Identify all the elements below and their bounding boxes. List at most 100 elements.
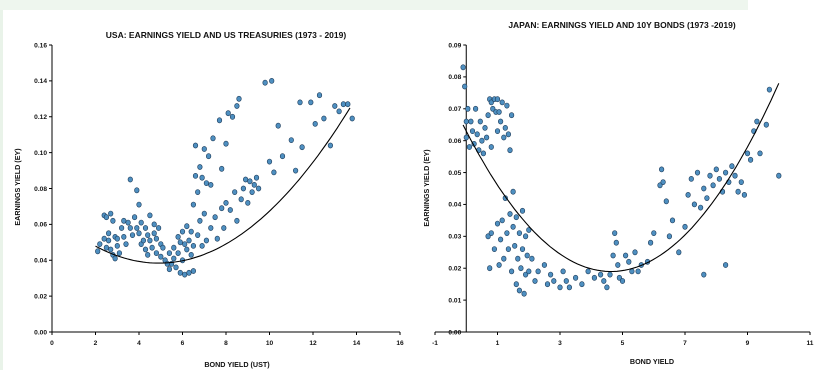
usa-data-point: [118, 225, 125, 231]
japan-data-point: [776, 172, 782, 179]
usa-data-point: [175, 233, 181, 240]
japan-data-point: [477, 118, 483, 125]
japan-data-point: [622, 252, 629, 259]
japan-data-point: [551, 278, 557, 284]
usa-data-point: [132, 214, 138, 221]
japan-data-point: [499, 99, 505, 106]
usa-data-point: [184, 246, 190, 253]
japan-data-point: [747, 156, 754, 163]
japan-data-point: [613, 239, 619, 246]
japan-data-point: [494, 128, 501, 134]
usa-data-point: [336, 108, 342, 115]
usa-data-point: [199, 242, 205, 249]
usa-data-point: [188, 251, 194, 258]
usa-y-tick-label: 0.02: [34, 293, 47, 300]
japan-data-point: [494, 96, 501, 103]
usa-data-point: [195, 189, 201, 195]
left-rule: [0, 10, 3, 370]
usa-data-point: [110, 217, 116, 224]
usa-data-point: [179, 228, 186, 235]
usa-data-point: [199, 174, 205, 181]
usa-y-tick-label: 0.16: [34, 42, 47, 49]
usa-data-point: [125, 219, 131, 226]
usa-data-point: [266, 158, 273, 165]
japan-data-point: [557, 284, 563, 291]
japan-x-tick-label: 9: [746, 340, 750, 347]
usa-y-tick-label: 0.00: [34, 329, 47, 336]
japan-data-point: [463, 118, 469, 125]
usa-data-point: [208, 225, 214, 231]
usa-data-point: [108, 246, 114, 253]
usa-data-point: [223, 140, 229, 147]
japan-x-axis-label: BOND YIELD: [630, 357, 674, 366]
japan-data-point: [651, 230, 657, 236]
japan-data-point: [685, 191, 691, 198]
usa-data-point: [203, 180, 209, 186]
japan-data-point: [722, 169, 729, 176]
usa-data-point: [140, 237, 146, 244]
japan-data-point: [766, 86, 773, 93]
japan-x-tick-label: 5: [621, 340, 625, 347]
usa-data-point: [203, 237, 209, 244]
usa-data-point: [186, 269, 192, 276]
japan-data-point: [504, 230, 510, 236]
usa-data-point: [184, 223, 190, 230]
japan-data-point: [701, 185, 707, 192]
usa-data-point: [95, 248, 101, 255]
usa-data-point: [275, 122, 281, 129]
japan-data-point: [713, 166, 719, 173]
japan-data-point: [658, 166, 665, 173]
usa-data-point: [219, 165, 225, 172]
japan-data-point: [563, 278, 569, 284]
usa-data-point: [166, 250, 172, 256]
japan-data-point: [501, 134, 507, 141]
japan-data-point: [572, 274, 579, 281]
usa-data-point: [297, 99, 303, 106]
japan-data-point: [526, 227, 532, 233]
japan-data-point: [697, 204, 704, 211]
usa-data-point: [136, 201, 142, 208]
usa-data-point: [208, 181, 214, 188]
usa-data-point: [136, 230, 142, 237]
usa-data-point: [112, 255, 118, 262]
japan-y-tick-label: 0.08: [448, 74, 461, 81]
usa-data-point: [192, 172, 199, 179]
usa-plot-area: 0.00 0.02 0.04 0.06 0.08 0.10 0.12 0.14 0.16 0 2 4 6…: [34, 42, 404, 347]
japan-data-point: [522, 233, 529, 240]
usa-data-point: [101, 235, 107, 242]
usa-y-tick-label: 0.14: [34, 78, 47, 85]
usa-data-point: [212, 214, 218, 221]
japan-data-point: [619, 278, 626, 284]
japan-data-point: [505, 131, 512, 138]
japan-y-tick-label: 0.02: [448, 266, 461, 273]
usa-x-tick-label: 16: [396, 340, 404, 347]
japan-data-point: [604, 284, 610, 291]
usa-data-point: [221, 225, 227, 231]
japan-data-point: [515, 255, 521, 262]
top-band: [0, 0, 748, 10]
usa-x-tick-label: 0: [50, 340, 54, 347]
japan-data-point: [463, 134, 469, 141]
japan-y-tick-label: 0.04: [448, 202, 461, 209]
usa-data-point: [214, 235, 220, 242]
japan-chart: JAPAN: EARNINGS YIELD AND 10Y BONDS (197…: [422, 20, 814, 366]
usa-data-point: [293, 167, 299, 174]
japan-data-point: [519, 207, 526, 214]
usa-data-point: [97, 241, 103, 247]
japan-data-point: [521, 290, 527, 297]
japan-data-point: [688, 175, 694, 182]
usa-y-tick-label: 0.12: [34, 114, 47, 121]
japan-data-point: [513, 281, 519, 288]
usa-data-point: [134, 225, 140, 231]
usa-data-point: [197, 164, 203, 170]
japan-data-point: [488, 230, 494, 236]
usa-data-point: [114, 235, 120, 242]
usa-data-point: [243, 176, 249, 183]
japan-data-point: [535, 268, 541, 275]
usa-y-tick-label: 0.06: [34, 222, 47, 229]
japan-data-point: [494, 220, 501, 227]
usa-data-point: [271, 169, 277, 176]
japan-data-point: [629, 268, 635, 275]
usa-data-point: [153, 235, 159, 242]
